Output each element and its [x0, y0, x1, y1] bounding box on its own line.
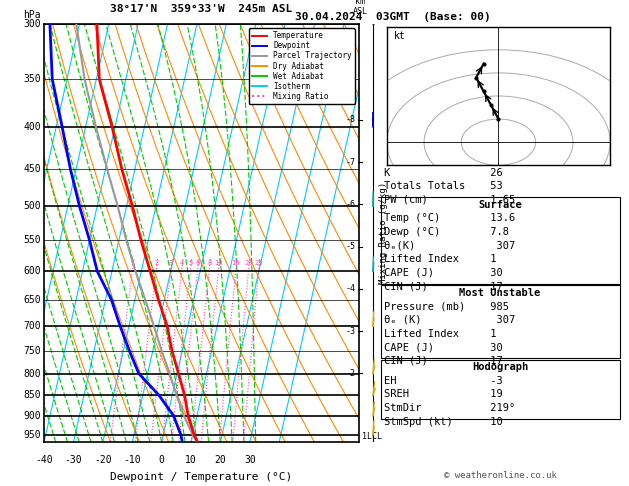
Text: -40: -40	[35, 455, 53, 465]
Text: Totals Totals    53: Totals Totals 53	[384, 181, 503, 191]
Text: CAPE (J)         30: CAPE (J) 30	[384, 268, 503, 278]
Text: 30: 30	[244, 455, 255, 465]
Text: © weatheronline.co.uk: © weatheronline.co.uk	[443, 471, 557, 480]
Text: Lifted Index     1: Lifted Index 1	[384, 254, 496, 264]
Text: θₑ(K)             307: θₑ(K) 307	[384, 241, 515, 251]
Text: 1: 1	[130, 260, 135, 266]
Text: θₑ (K)            307: θₑ (K) 307	[384, 315, 515, 325]
Text: 350: 350	[23, 74, 41, 84]
Text: -30: -30	[65, 455, 82, 465]
Text: 6: 6	[196, 260, 199, 266]
Text: CAPE (J)         30: CAPE (J) 30	[384, 342, 503, 352]
Text: 10: 10	[214, 260, 223, 266]
Text: kt: kt	[394, 31, 405, 41]
Text: 700: 700	[23, 321, 41, 331]
Text: Mixing Ratio (g/kg): Mixing Ratio (g/kg)	[379, 182, 388, 284]
Text: Pressure (mb)    985: Pressure (mb) 985	[384, 301, 509, 312]
Text: -7: -7	[345, 157, 355, 167]
Text: 10: 10	[185, 455, 197, 465]
Text: -2: -2	[345, 369, 355, 378]
Text: -4: -4	[345, 284, 355, 293]
Text: 550: 550	[23, 235, 41, 245]
Text: Dewpoint / Temperature (°C): Dewpoint / Temperature (°C)	[110, 471, 292, 482]
Text: SREH             19: SREH 19	[384, 389, 503, 399]
Text: 300: 300	[23, 19, 41, 29]
Text: -6: -6	[345, 200, 355, 209]
Text: 600: 600	[23, 266, 41, 276]
Text: -5: -5	[345, 242, 355, 251]
Text: 1LCL: 1LCL	[362, 432, 382, 441]
Text: Surface: Surface	[478, 200, 522, 210]
Text: 3: 3	[169, 260, 173, 266]
Text: CIN (J)          17: CIN (J) 17	[384, 356, 503, 366]
Text: CIN (J)          17: CIN (J) 17	[384, 281, 503, 292]
Text: 4: 4	[179, 260, 184, 266]
Text: 8: 8	[207, 260, 211, 266]
Text: 25: 25	[254, 260, 263, 266]
Text: 38°17'N  359°33'W  245m ASL: 38°17'N 359°33'W 245m ASL	[110, 4, 292, 14]
Text: 400: 400	[23, 122, 41, 132]
Text: 0: 0	[159, 455, 165, 465]
Text: -20: -20	[94, 455, 111, 465]
Text: 800: 800	[23, 369, 41, 379]
Text: -10: -10	[123, 455, 141, 465]
Text: 2: 2	[154, 260, 159, 266]
Text: 20: 20	[214, 455, 226, 465]
Text: StmSpd (kt)      10: StmSpd (kt) 10	[384, 417, 503, 427]
Text: hPa: hPa	[23, 10, 41, 20]
Text: Most Unstable: Most Unstable	[459, 288, 541, 298]
Text: km
ASL: km ASL	[353, 0, 367, 16]
Text: Hodograph: Hodograph	[472, 362, 528, 372]
Text: Temp (°C)        13.6: Temp (°C) 13.6	[384, 213, 515, 224]
Text: 20: 20	[244, 260, 253, 266]
Text: 650: 650	[23, 295, 41, 305]
Text: 15: 15	[231, 260, 240, 266]
Text: K                26: K 26	[384, 168, 503, 178]
Text: 30.04.2024  03GMT  (Base: 00): 30.04.2024 03GMT (Base: 00)	[295, 12, 491, 22]
Text: EH               -3: EH -3	[384, 376, 503, 386]
Text: StmDir           219°: StmDir 219°	[384, 403, 515, 413]
Text: 450: 450	[23, 164, 41, 174]
Text: 950: 950	[23, 430, 41, 440]
Text: 900: 900	[23, 411, 41, 420]
Text: 850: 850	[23, 390, 41, 400]
Text: Dewp (°C)        7.8: Dewp (°C) 7.8	[384, 227, 509, 237]
Text: PW (cm)          1.65: PW (cm) 1.65	[384, 195, 515, 205]
Text: -3: -3	[345, 327, 355, 335]
Text: 5: 5	[188, 260, 192, 266]
Legend: Temperature, Dewpoint, Parcel Trajectory, Dry Adiabat, Wet Adiabat, Isotherm, Mi: Temperature, Dewpoint, Parcel Trajectory…	[248, 28, 355, 104]
Text: 500: 500	[23, 201, 41, 211]
Text: -8: -8	[345, 115, 355, 124]
Text: 750: 750	[23, 346, 41, 356]
Text: Lifted Index     1: Lifted Index 1	[384, 329, 496, 339]
